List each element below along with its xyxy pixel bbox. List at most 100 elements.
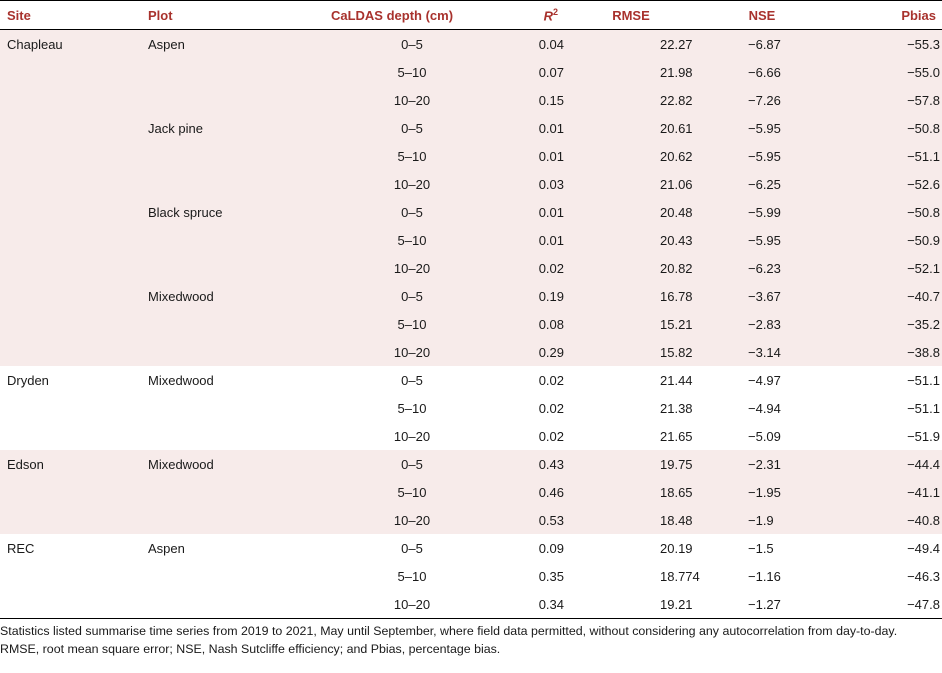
table-row: 10–20 0.02 21.65 −5.09 −51.9 [0, 422, 942, 450]
cell-site [0, 226, 148, 254]
cell-rmse: 20.62 [564, 142, 698, 170]
cell-depth: 5–10 [397, 568, 427, 584]
cell-plot: Jack pine [148, 114, 292, 142]
cell-plot: Mixedwood [148, 372, 214, 388]
cell-r2: 0.35 [538, 568, 564, 584]
cell-site [0, 282, 148, 310]
table-row: 10–20 0.34 19.21 −1.27 −47.8 [0, 590, 942, 619]
cell-pbias: −41.1 [826, 478, 942, 506]
cell-site [0, 590, 148, 619]
cell-nse: −1.5 [748, 540, 774, 556]
cell-site [0, 562, 148, 590]
note-abbreviations: RMSE, root mean square error; NSE, Nash … [0, 642, 501, 656]
header-nse: NSE [698, 0, 826, 30]
cell-depth: 10–20 [393, 428, 431, 444]
cell-nse: −6.23 [698, 254, 826, 282]
cell-r2: 0.07 [492, 58, 564, 86]
cell-plot: Mixedwood [148, 282, 292, 310]
cell-rmse: 15.21 [564, 310, 698, 338]
cell-rmse: 19.75 [564, 450, 698, 478]
table-row: 5–10 0.08 15.21 −2.83 −35.2 [0, 310, 942, 338]
cell-plot: Black spruce [148, 198, 292, 226]
cell-rmse: 16.78 [564, 282, 698, 310]
cell-depth: 5–10 [292, 226, 492, 254]
table-container: Site Plot CaLDAS depth (cm) R2 RMSE NSE … [0, 0, 942, 656]
cell-rmse: 22.27 [564, 29, 698, 58]
cell-pbias: −47.8 [826, 590, 942, 619]
cell-plot [148, 142, 292, 170]
cell-depth: 5–10 [292, 142, 492, 170]
cell-pbias: −44.4 [826, 450, 942, 478]
cell-rmse: 18.48 [564, 506, 698, 534]
cell-site: REC [7, 540, 35, 556]
cell-pbias: −51.1 [907, 400, 940, 416]
cell-pbias: −50.8 [826, 198, 942, 226]
table-row: Black spruce 0–5 0.01 20.48 −5.99 −50.8 [0, 198, 942, 226]
cell-nse: −5.95 [698, 142, 826, 170]
cell-nse: −4.94 [748, 400, 781, 416]
cell-pbias: −50.8 [826, 114, 942, 142]
cell-site [0, 338, 148, 366]
cell-pbias: −46.3 [907, 568, 940, 584]
header-depth: CaLDAS depth (cm) [292, 0, 492, 30]
cell-depth: 5–10 [292, 58, 492, 86]
table-row: 10–20 0.15 22.82 −7.26 −57.8 [0, 86, 942, 114]
cell-r2: 0.08 [492, 310, 564, 338]
header-rmse: RMSE [564, 0, 698, 30]
table-header: Site Plot CaLDAS depth (cm) R2 RMSE NSE … [0, 0, 942, 30]
cell-site [0, 114, 148, 142]
cell-site [0, 254, 148, 282]
cell-pbias: −51.1 [907, 372, 940, 388]
cell-r2: 0.53 [492, 506, 564, 534]
header-pbias: Pbias [826, 0, 942, 30]
cell-plot: Mixedwood [148, 450, 292, 478]
cell-plot [148, 58, 292, 86]
cell-r2: 0.02 [492, 254, 564, 282]
cell-nse: −6.87 [698, 29, 826, 58]
cell-rmse: 21.44 [660, 372, 693, 388]
table-row: Edson Mixedwood 0–5 0.43 19.75 −2.31 −44.4 [0, 450, 942, 478]
table-row: Mixedwood 0–5 0.19 16.78 −3.67 −40.7 [0, 282, 942, 310]
cell-r2: 0.43 [492, 450, 564, 478]
cell-nse: −5.99 [698, 198, 826, 226]
cell-rmse: 20.19 [660, 540, 693, 556]
cell-nse: −2.83 [698, 310, 826, 338]
cell-plot [148, 170, 292, 198]
table-row: 5–10 0.35 18.774 −1.16 −46.3 [0, 562, 942, 590]
cell-nse: −1.95 [698, 478, 826, 506]
cell-r2: 0.46 [492, 478, 564, 506]
cell-nse: −4.97 [748, 372, 781, 388]
cell-pbias: −52.6 [826, 170, 942, 198]
cell-site: Edson [0, 450, 148, 478]
table-row: 5–10 0.07 21.98 −6.66 −55.0 [0, 58, 942, 86]
cell-pbias: −50.9 [826, 226, 942, 254]
cell-nse: −1.27 [698, 590, 826, 619]
cell-plot [148, 562, 292, 590]
table-row: Chapleau Aspen 0–5 0.04 22.27 −6.87 −55.3 [0, 29, 942, 58]
cell-rmse: 20.48 [564, 198, 698, 226]
cell-r2: 0.01 [492, 198, 564, 226]
cell-plot [148, 310, 292, 338]
table-row: 10–20 0.03 21.06 −6.25 −52.6 [0, 170, 942, 198]
header-row: Site Plot CaLDAS depth (cm) R2 RMSE NSE … [0, 0, 942, 30]
cell-plot [148, 338, 292, 366]
cell-site: Dryden [7, 372, 49, 388]
table-row: Jack pine 0–5 0.01 20.61 −5.95 −50.8 [0, 114, 942, 142]
table-row: 5–10 0.46 18.65 −1.95 −41.1 [0, 478, 942, 506]
header-r2: R2 [492, 0, 564, 30]
header-r2-base: R [543, 8, 553, 24]
table-row: 10–20 0.02 20.82 −6.23 −52.1 [0, 254, 942, 282]
cell-pbias: −51.1 [826, 142, 942, 170]
cell-r2: 0.09 [538, 540, 564, 556]
cell-depth: 0–5 [292, 282, 492, 310]
cell-depth: 5–10 [397, 400, 427, 416]
cell-rmse: 20.82 [564, 254, 698, 282]
cell-pbias: −40.7 [826, 282, 942, 310]
table-row: 5–10 0.01 20.62 −5.95 −51.1 [0, 142, 942, 170]
cell-r2: 0.29 [492, 338, 564, 366]
cell-nse: −5.95 [698, 114, 826, 142]
cell-depth: 10–20 [292, 338, 492, 366]
cell-site [0, 422, 148, 450]
cell-pbias: −55.0 [826, 58, 942, 86]
cell-plot [148, 422, 292, 450]
